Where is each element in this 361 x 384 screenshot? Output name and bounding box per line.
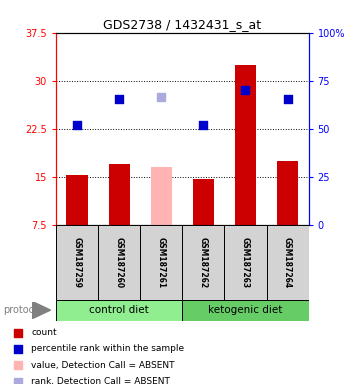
Bar <box>140 225 182 300</box>
Text: percentile rank within the sample: percentile rank within the sample <box>31 344 184 353</box>
Point <box>15 379 21 384</box>
Point <box>285 96 291 102</box>
Point <box>15 346 21 352</box>
Bar <box>225 225 266 300</box>
Bar <box>151 167 172 225</box>
Text: GSM187263: GSM187263 <box>241 237 250 288</box>
Bar <box>193 179 214 225</box>
Point <box>200 122 206 128</box>
Point <box>15 329 21 336</box>
Text: GSM187260: GSM187260 <box>115 237 123 288</box>
Text: GSM187259: GSM187259 <box>73 237 82 288</box>
Text: GSM187264: GSM187264 <box>283 237 292 288</box>
Point <box>15 362 21 368</box>
Text: value, Detection Call = ABSENT: value, Detection Call = ABSENT <box>31 361 175 370</box>
Point <box>116 96 122 102</box>
Text: GSM187262: GSM187262 <box>199 237 208 288</box>
Point <box>74 122 80 129</box>
Polygon shape <box>32 302 51 319</box>
Bar <box>182 225 225 300</box>
Text: count: count <box>31 328 57 337</box>
Point <box>158 94 164 100</box>
Bar <box>277 161 298 225</box>
Bar <box>109 164 130 225</box>
Bar <box>66 175 87 225</box>
Bar <box>98 225 140 300</box>
Text: ketogenic diet: ketogenic diet <box>208 305 283 315</box>
Bar <box>235 65 256 225</box>
Title: GDS2738 / 1432431_s_at: GDS2738 / 1432431_s_at <box>103 18 261 31</box>
Bar <box>266 225 309 300</box>
Text: protocol: protocol <box>4 305 43 315</box>
Bar <box>182 300 309 321</box>
Text: control diet: control diet <box>89 305 149 315</box>
Point <box>243 87 248 93</box>
Text: GSM187261: GSM187261 <box>157 237 166 288</box>
Text: rank, Detection Call = ABSENT: rank, Detection Call = ABSENT <box>31 377 170 384</box>
Bar <box>56 300 182 321</box>
Bar <box>56 225 98 300</box>
